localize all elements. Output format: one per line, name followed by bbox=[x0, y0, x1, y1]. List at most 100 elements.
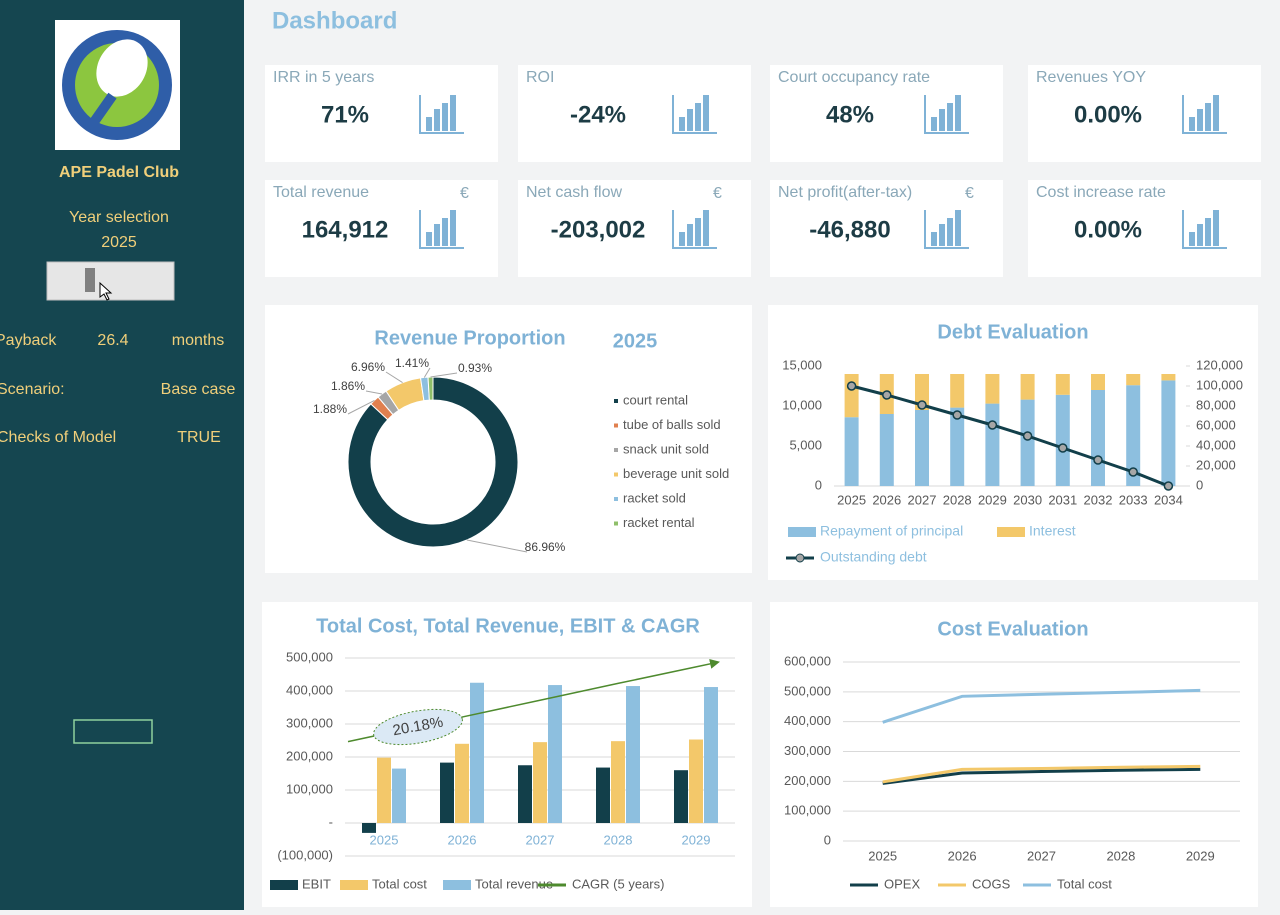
bar bbox=[844, 374, 859, 418]
kpi-label: Total revenue bbox=[273, 184, 369, 201]
x-tick-label: 2026 bbox=[948, 848, 977, 863]
x-tick-label: 2026 bbox=[448, 832, 477, 847]
icon-bar bbox=[939, 224, 945, 246]
data-label: 6.96% bbox=[351, 360, 385, 374]
checks-label: Checks of Model bbox=[0, 429, 116, 446]
icon-bar bbox=[687, 109, 693, 131]
legend-label: EBIT bbox=[302, 876, 331, 891]
chart-title: Revenue Proportion bbox=[374, 327, 565, 349]
bar bbox=[1161, 380, 1176, 486]
icon-bar bbox=[703, 210, 709, 246]
page-title: Dashboard bbox=[272, 7, 397, 34]
icon-bar bbox=[1197, 109, 1203, 131]
legend-label: court rental bbox=[623, 392, 688, 407]
pie-slice bbox=[427, 376, 434, 401]
kpi-label: Cost increase rate bbox=[1036, 184, 1166, 201]
x-tick-label: 2033 bbox=[1119, 492, 1148, 507]
legend-label: CAGR (5 years) bbox=[572, 876, 664, 891]
legend-label: Total revenue bbox=[475, 876, 553, 891]
icon-bar bbox=[434, 224, 440, 246]
icon-bar bbox=[442, 218, 448, 246]
legend-label: racket rental bbox=[623, 515, 695, 530]
y-tick-label: 400,000 bbox=[784, 713, 831, 728]
icon-bar bbox=[687, 224, 693, 246]
kpi-unit: € bbox=[965, 185, 974, 202]
icon-frame bbox=[672, 210, 717, 249]
icon-bar bbox=[947, 218, 953, 246]
bar bbox=[596, 767, 610, 823]
payback-label: Payback bbox=[0, 332, 57, 349]
x-tick-label: 2029 bbox=[978, 492, 1007, 507]
icon-bar bbox=[434, 109, 440, 131]
bar bbox=[518, 765, 532, 823]
y-tick-label: 15,000 bbox=[782, 357, 822, 372]
kpi-label: Court occupancy rate bbox=[778, 69, 930, 86]
x-tick-label: 2027 bbox=[908, 492, 937, 507]
kpi-value: 48% bbox=[826, 101, 874, 128]
bar bbox=[548, 685, 562, 823]
bar bbox=[950, 374, 965, 408]
kpi-value: 0.00% bbox=[1074, 216, 1142, 243]
sidebar bbox=[0, 0, 244, 910]
y2-tick-label: 100,000 bbox=[1196, 377, 1243, 392]
icon-bar bbox=[955, 95, 961, 131]
bar bbox=[915, 410, 929, 486]
line-point bbox=[1128, 467, 1138, 477]
year-value: 2025 bbox=[101, 234, 137, 251]
kpi-value: 71% bbox=[321, 101, 369, 128]
icon-bar bbox=[450, 210, 456, 246]
x-tick-label: 2030 bbox=[1013, 492, 1042, 507]
x-tick-label: 2032 bbox=[1084, 492, 1113, 507]
bar bbox=[1055, 394, 1070, 486]
line-series bbox=[882, 688, 1201, 724]
y-tick-label: 5,000 bbox=[789, 437, 822, 452]
bar bbox=[611, 741, 625, 823]
icon-bar bbox=[426, 117, 432, 131]
y2-tick-label: 60,000 bbox=[1196, 417, 1236, 432]
data-label: 1.86% bbox=[331, 379, 365, 393]
legend-label: beverage unit sold bbox=[623, 466, 729, 481]
line-point bbox=[987, 420, 998, 430]
annotation-bubble bbox=[373, 708, 463, 746]
bar bbox=[1126, 385, 1141, 486]
kpi-icon bbox=[419, 210, 464, 249]
legend-label: Total cost bbox=[1057, 876, 1112, 891]
kpi-icon bbox=[924, 210, 969, 249]
legend-swatch bbox=[614, 448, 618, 452]
icon-bar bbox=[1213, 95, 1219, 131]
y-tick-label: 500,000 bbox=[784, 683, 831, 698]
annotation: 20.18% bbox=[373, 708, 463, 746]
legend-label: Total cost bbox=[372, 876, 427, 891]
payback-value: 26.4 bbox=[97, 332, 128, 349]
kpi-icon bbox=[924, 95, 969, 134]
icon-bar bbox=[931, 232, 937, 246]
bar bbox=[1161, 374, 1176, 381]
kpi-value: -203,002 bbox=[551, 216, 646, 243]
data-label: 1.88% bbox=[313, 402, 347, 416]
bar bbox=[674, 770, 688, 823]
kpi-card bbox=[518, 180, 751, 277]
x-tick-label: 2025 bbox=[370, 832, 399, 847]
icon-frame bbox=[672, 95, 717, 134]
icon-bar bbox=[695, 103, 701, 131]
kpi-card bbox=[1028, 180, 1261, 277]
icon-bar bbox=[939, 109, 945, 131]
x-tick-label: 2027 bbox=[526, 832, 555, 847]
icon-bar bbox=[1213, 210, 1219, 246]
checks-value: TRUE bbox=[177, 429, 221, 446]
kpi-icon bbox=[419, 95, 464, 134]
kpi-card bbox=[1028, 65, 1261, 162]
legend-swatch bbox=[614, 497, 618, 501]
icon-frame bbox=[924, 210, 969, 249]
kpi-unit: € bbox=[460, 185, 469, 202]
line-point bbox=[1163, 481, 1174, 491]
leader-line bbox=[423, 367, 431, 378]
scenario-value: Base case bbox=[161, 381, 236, 398]
club-name: APE Padel Club bbox=[59, 164, 179, 181]
year-slider[interactable] bbox=[46, 261, 175, 301]
icon-bar bbox=[426, 232, 432, 246]
legend-label: Repayment of principal bbox=[820, 523, 963, 539]
card bbox=[770, 602, 1258, 907]
kpi-value: -24% bbox=[570, 101, 626, 128]
